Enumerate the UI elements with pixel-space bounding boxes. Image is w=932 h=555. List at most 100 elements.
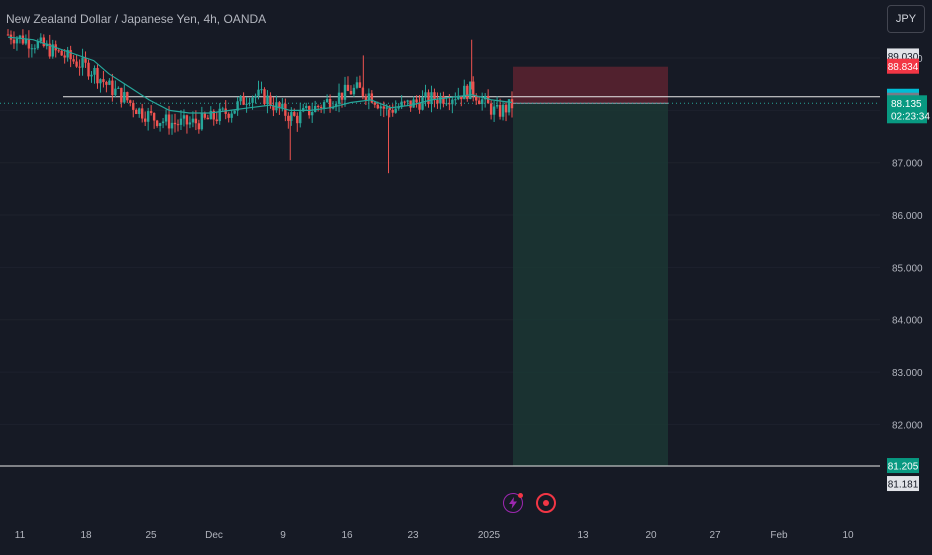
target-low-label: 81.181	[888, 480, 919, 491]
time-axis: 11 18 25 Dec 9 16 23 2025 13 20 27 Feb 10	[15, 530, 854, 541]
candle-body	[391, 109, 394, 113]
candle	[293, 108, 296, 117]
candle	[143, 111, 147, 127]
candle-body	[179, 118, 183, 125]
candle-body	[81, 57, 84, 68]
candle-body	[331, 106, 335, 109]
candle-body	[242, 96, 245, 105]
candle-body	[257, 89, 260, 96]
candle-body	[218, 108, 221, 122]
candle-body	[164, 114, 168, 122]
candle	[308, 105, 311, 119]
candle	[451, 97, 454, 114]
candle-body	[409, 100, 412, 108]
candle-body	[418, 102, 421, 110]
candle-body	[442, 95, 445, 104]
candle	[501, 101, 505, 121]
candle-body	[466, 85, 469, 100]
candle	[260, 81, 263, 94]
price-tick-label: 85.000	[892, 263, 923, 274]
candle	[403, 100, 406, 106]
candle	[355, 76, 359, 90]
candle-body	[290, 112, 293, 121]
candle	[152, 112, 156, 129]
record-icon[interactable]	[536, 493, 556, 513]
candle-body	[149, 111, 153, 114]
candle-body	[451, 99, 454, 105]
candle-body	[57, 50, 60, 52]
candle	[6, 29, 10, 36]
candle-body	[260, 89, 263, 91]
candle	[367, 88, 371, 110]
candle-body	[51, 44, 54, 57]
candle	[379, 103, 382, 117]
candle	[108, 78, 111, 86]
candle-body	[135, 109, 138, 115]
candle	[472, 76, 475, 102]
candle	[51, 39, 54, 59]
candle-body	[212, 110, 215, 120]
candle-body	[6, 34, 10, 36]
candle-body	[454, 99, 457, 101]
candle-body	[448, 103, 451, 105]
time-tick-label: 23	[407, 530, 419, 541]
candle-body	[90, 74, 93, 77]
candle	[269, 92, 272, 109]
candle	[477, 95, 481, 105]
candle-body	[328, 98, 332, 109]
candle	[492, 101, 496, 122]
candle-body	[200, 113, 204, 130]
stop-price-badge-bg	[887, 58, 919, 74]
candle	[427, 89, 430, 108]
candle-body	[486, 95, 490, 104]
stop-loss-zone	[513, 66, 668, 104]
candle	[191, 111, 195, 128]
candle-body	[24, 39, 28, 44]
take-profit-zone	[513, 103, 668, 467]
candle	[480, 92, 484, 111]
time-tick-label: Feb	[770, 530, 788, 541]
candle-body	[504, 104, 508, 113]
candle-body	[245, 103, 248, 105]
candle	[248, 97, 251, 107]
candle	[63, 49, 66, 64]
candle-body	[388, 107, 391, 110]
candle-body	[489, 103, 493, 115]
candle-body	[114, 88, 117, 96]
candle	[99, 78, 102, 93]
candle-body	[445, 103, 448, 105]
candle	[48, 34, 51, 59]
candle	[406, 99, 409, 106]
candle-body	[155, 120, 159, 126]
candle-body	[457, 95, 460, 100]
candle	[12, 31, 16, 49]
symbol-title[interactable]: New Zealand Dollar / Japanese Yen, 4h, O…	[6, 12, 267, 26]
price-tick-label: 83.000	[892, 368, 923, 379]
candle-body	[340, 92, 344, 100]
candle	[206, 114, 210, 120]
time-tick-label: 13	[577, 530, 589, 541]
candle	[498, 98, 502, 120]
candle	[421, 90, 424, 111]
flash-icon[interactable]	[503, 493, 523, 513]
candle-body	[501, 104, 505, 117]
candle	[305, 102, 308, 111]
candle-body	[424, 92, 427, 98]
candle-body	[472, 81, 475, 96]
candle-body	[126, 92, 129, 101]
candle-body	[427, 92, 430, 105]
candle-body	[403, 101, 406, 103]
candle-body	[21, 35, 25, 44]
candle	[230, 109, 233, 123]
candle	[69, 45, 72, 68]
grid-layer	[0, 57, 880, 425]
candle-body	[72, 59, 75, 62]
candle-body	[358, 82, 362, 88]
time-tick-label: 2025	[478, 530, 501, 541]
price-tick-label: 84.000	[892, 316, 923, 327]
candle	[418, 95, 421, 114]
candle	[448, 94, 451, 111]
currency-button[interactable]: JPY	[887, 5, 925, 33]
